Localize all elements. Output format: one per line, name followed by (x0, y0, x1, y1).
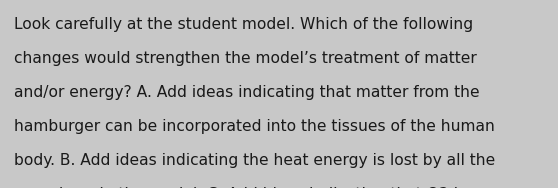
Text: changes would strengthen the model’s treatment of matter: changes would strengthen the model’s tre… (14, 51, 477, 66)
Text: organisms in the model. C. Add ideas indicating that O2 is: organisms in the model. C. Add ideas ind… (14, 187, 466, 188)
Text: and/or energy? A. Add ideas indicating that matter from the: and/or energy? A. Add ideas indicating t… (14, 85, 479, 100)
Text: body. B. Add ideas indicating the heat energy is lost by all the: body. B. Add ideas indicating the heat e… (14, 153, 495, 168)
Text: Look carefully at the student model. Which of the following: Look carefully at the student model. Whi… (14, 17, 473, 32)
Text: hamburger can be incorporated into the tissues of the human: hamburger can be incorporated into the t… (14, 119, 495, 134)
